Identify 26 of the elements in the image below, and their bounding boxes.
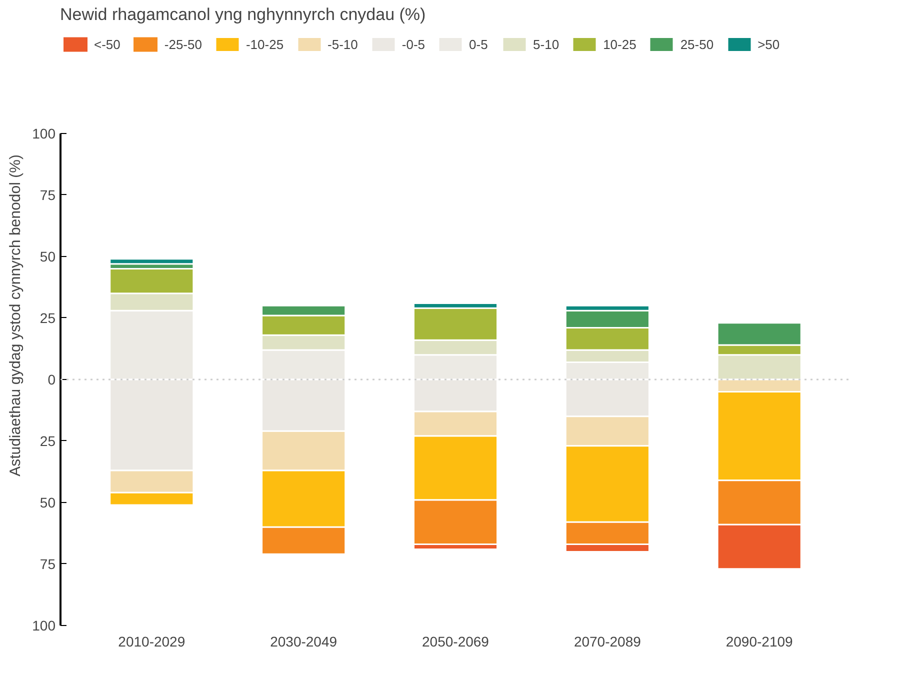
legend-label: 10-25 xyxy=(603,36,636,52)
legend-label: -10-25 xyxy=(246,36,284,52)
y-tick-label: 75 xyxy=(40,186,56,203)
x-tick-label: 2050-2069 xyxy=(422,634,490,650)
x-tick-label: 2030-2049 xyxy=(270,634,338,650)
y-tick-label: 0 xyxy=(48,371,56,388)
x-tick-label: 2010-2029 xyxy=(118,634,186,650)
legend-label: 25-50 xyxy=(680,36,714,52)
legend-label: >50 xyxy=(758,36,780,52)
legend-label: -25-50 xyxy=(164,36,202,52)
y-tick-label: 100 xyxy=(32,125,56,142)
x-tick-label: 2090-2109 xyxy=(726,634,794,650)
legend-title: Newid rhagamcanol yng nghynnyrch cnydau (%) xyxy=(60,5,427,25)
y-tick-label: 25 xyxy=(40,432,56,449)
y-tick-label: 50 xyxy=(40,248,56,264)
y-tick-label: 75 xyxy=(40,556,56,572)
legend-label: 0-5 xyxy=(469,36,489,52)
legend-label: <-50 xyxy=(94,36,120,52)
y-tick-label: 50 xyxy=(40,494,56,510)
y-axis-title: Astudiaethau gydag ystod cynnyrch benodol (%) xyxy=(7,154,24,476)
legend-label: 5-10 xyxy=(533,36,560,52)
y-tick-label: 25 xyxy=(40,310,56,326)
legend-label: -0-5 xyxy=(402,36,426,52)
legend-label: -5-10 xyxy=(328,36,358,52)
y-tick-label: 100 xyxy=(32,618,56,634)
x-tick-label: 2070-2089 xyxy=(574,634,642,650)
